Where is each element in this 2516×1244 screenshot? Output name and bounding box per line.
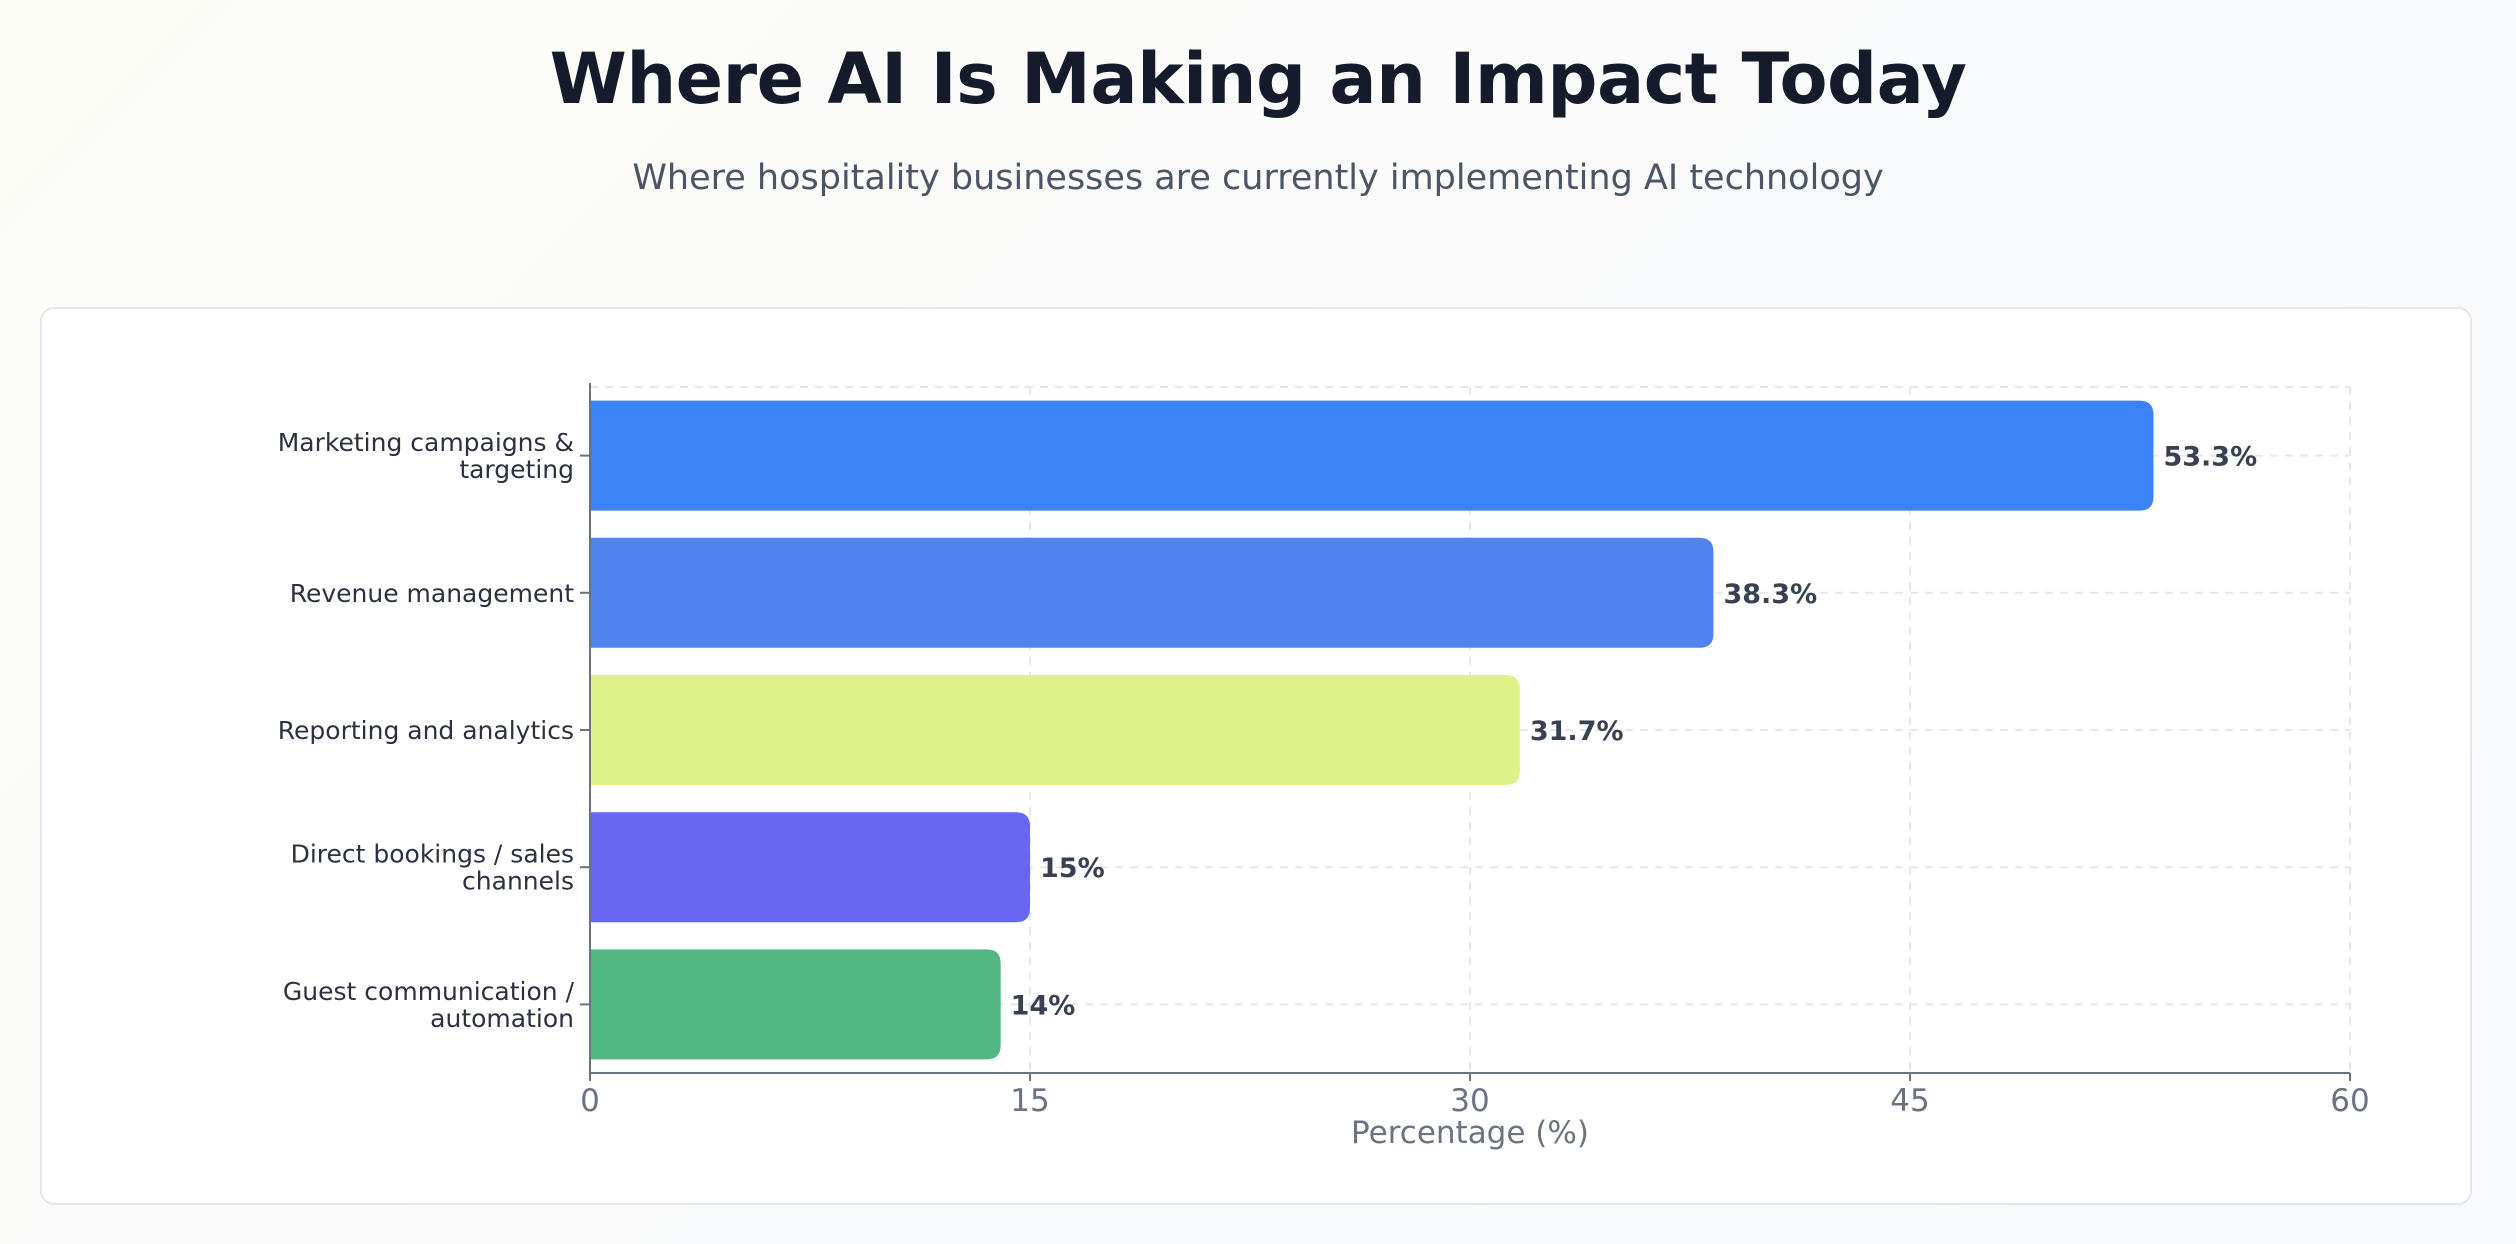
- bar-value-label: 53.3%: [2163, 442, 2257, 473]
- category-label: channels: [462, 867, 574, 896]
- x-tick-label: 45: [1890, 1083, 1929, 1119]
- bar-value-label: 38.3%: [1723, 579, 1817, 610]
- x-tick-label: 60: [2330, 1083, 2369, 1119]
- labels: 53.3% 38.3% 31.7% 15% 14% 0 15 30 45 60 Percentage…: [278, 428, 2370, 1151]
- bar: [590, 949, 1001, 1060]
- x-axis-title: Percentage (%): [1351, 1115, 1589, 1151]
- bar-value-label: 31.7%: [1530, 716, 1624, 747]
- bar-value-label: 14%: [1011, 990, 1076, 1021]
- category-label: Guest communication /: [283, 977, 575, 1006]
- bar-chart: 53.3% 38.3% 31.7% 15% 14% 0 15 30 45 60 Percentage…: [278, 383, 2370, 1151]
- category-label: Reporting and analytics: [278, 716, 574, 745]
- bar: [590, 812, 1030, 923]
- category-label: targeting: [459, 455, 574, 484]
- axes: [580, 383, 2351, 1081]
- x-tick-label: 15: [1010, 1083, 1049, 1119]
- page-title: Where AI Is Making an Impact Today: [549, 38, 1967, 120]
- category-label: Revenue management: [290, 579, 574, 608]
- page-subtitle: Where hospitality businesses are current…: [632, 158, 1884, 198]
- bar: [590, 537, 1714, 648]
- x-tick-label: 0: [580, 1083, 600, 1119]
- bar: [590, 400, 2154, 511]
- grid-lines: [590, 386, 2351, 1073]
- category-label: automation: [430, 1004, 574, 1033]
- chart-card: 53.3% 38.3% 31.7% 15% 14% 0 15 30 45 60 Percentage…: [40, 307, 2472, 1205]
- bar: [590, 675, 1520, 785]
- x-tick-label: 30: [1450, 1083, 1489, 1119]
- category-label: Marketing campaigns &: [278, 428, 574, 457]
- category-label: Direct bookings / sales: [291, 840, 574, 869]
- bars: [590, 400, 2154, 1060]
- bar-value-label: 15%: [1040, 853, 1105, 884]
